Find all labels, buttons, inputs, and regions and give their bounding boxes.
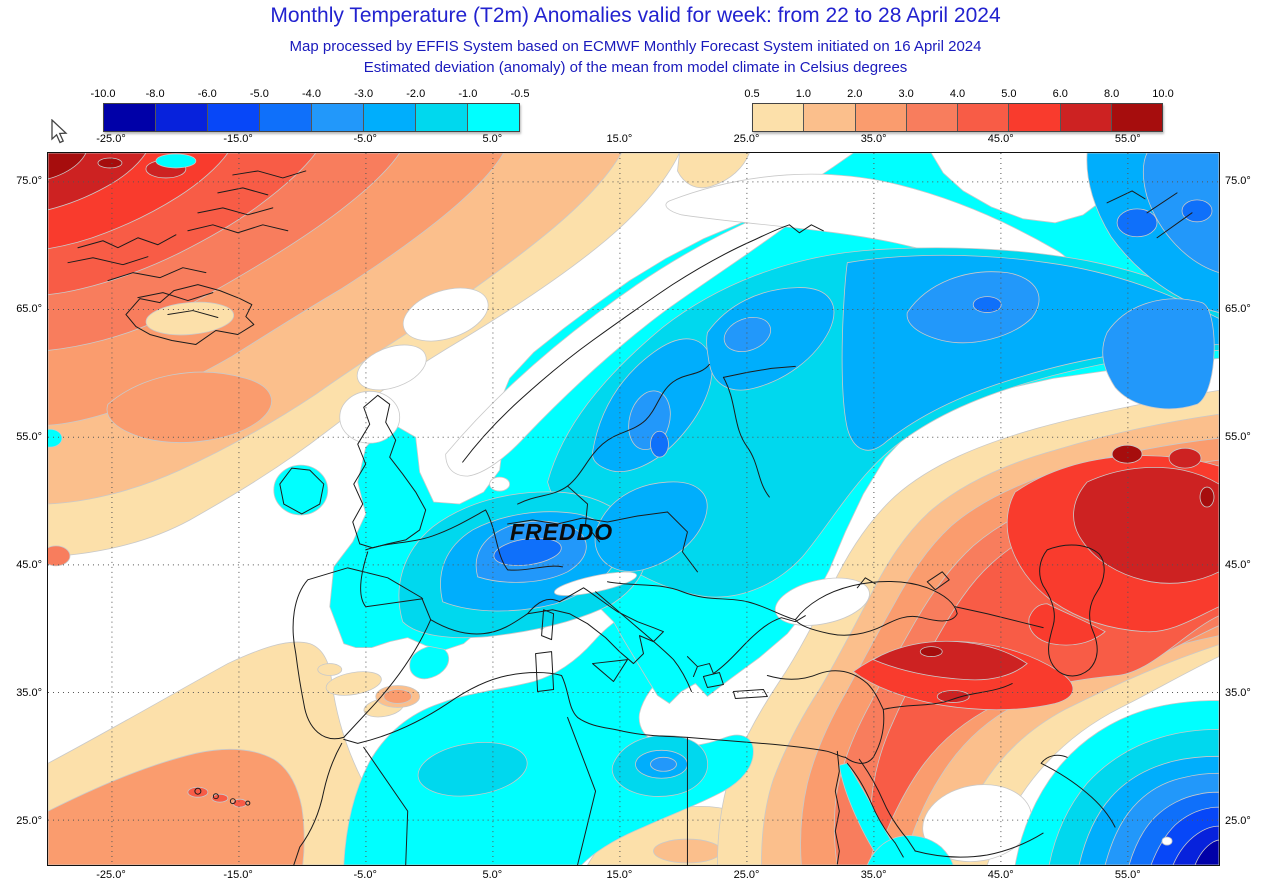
legend-tick-label: 6.0: [1052, 88, 1068, 100]
axis-label: 75.0°: [1225, 175, 1251, 187]
longitude-axis-bottom: -25.0° -15.0° -5.0° 5.0° 15.0° 25.0° 35.0° 45.0…: [47, 869, 1220, 883]
mouse-cursor-icon: [51, 119, 68, 144]
legend-tick-label: -5.0: [249, 88, 269, 100]
legend-tick-label: -6.0: [197, 88, 217, 100]
legend-color-cell: [468, 104, 519, 131]
legend-color-cell: [416, 104, 468, 131]
axis-label: 55.0°: [1114, 869, 1141, 881]
axis-label: -5.0°: [353, 133, 377, 145]
axis-label: 25.0°: [733, 133, 760, 145]
axis-label: 55.0°: [1114, 133, 1141, 145]
axis-label: 35.0°: [860, 133, 887, 145]
axis-label: 15.0°: [606, 869, 633, 881]
axis-label: 15.0°: [606, 133, 633, 145]
axis-label: -15.0°: [223, 133, 253, 145]
page-subtitle-2: Estimated deviation (anomaly) of the mea…: [363, 59, 908, 76]
latitude-axis-right: 75.0° 65.0° 55.0° 45.0° 35.0° 25.0°: [1225, 152, 1267, 866]
legend-color-cell: [156, 104, 208, 131]
legend-tick-label: -10.0: [90, 88, 116, 100]
legend-tick-label: 5.0: [1001, 88, 1017, 100]
legend-color-cell: [208, 104, 260, 131]
longitude-axis-top: -25.0° -15.0° -5.0° 5.0° 15.0° 25.0° 35.0° 45.0…: [47, 133, 1220, 147]
axis-label: 25.0°: [16, 815, 42, 827]
legend-tick-label: -8.0: [145, 88, 165, 100]
axis-label: 5.0°: [482, 133, 503, 145]
axis-label: 45.0°: [16, 559, 42, 571]
negative-legend-colorbar: [103, 103, 520, 132]
map-annotation-freddo: FREDDO: [510, 519, 614, 545]
axis-label: -15.0°: [223, 869, 253, 881]
axis-label: 65.0°: [16, 303, 42, 315]
legend-tick-label: 4.0: [949, 88, 966, 100]
coastlines: [67, 170, 1193, 865]
axis-label: -5.0°: [353, 869, 377, 881]
warm-region-northwest: [48, 153, 750, 567]
axis-label: 55.0°: [1225, 431, 1251, 443]
warm-region-east: [717, 389, 1219, 865]
page-title: Monthly Temperature (T2m) Anomalies vali…: [270, 4, 1001, 27]
legend-color-cell: [906, 104, 958, 131]
axis-label: 75.0°: [16, 175, 42, 187]
axis-label: 5.0°: [482, 869, 503, 881]
legend-color-cell: [804, 104, 856, 131]
latitude-axis-left: 75.0° 65.0° 55.0° 45.0° 35.0° 25.0°: [0, 152, 42, 866]
legend-tick-label: -3.0: [354, 88, 374, 100]
negative-legend-ticks: -10.0 -8.0 -6.0 -5.0 -4.0 -3.0 -2.0 -1.0 -0.5: [90, 88, 529, 101]
axis-label: 55.0°: [16, 431, 42, 443]
positive-legend-colorbar: [752, 103, 1163, 132]
legend-color-cell: [312, 104, 364, 131]
axis-label: 45.0°: [987, 133, 1014, 145]
legend-tick-label: 3.0: [898, 88, 914, 100]
axis-label: -25.0°: [96, 869, 126, 881]
legend-tick-label: -2.0: [406, 88, 426, 100]
legend-tick-label: 1.0: [795, 88, 812, 100]
positive-anomaly-legend: 0.5 1.0 2.0 3.0 4.0 5.0 6.0 8.0 10.0: [744, 88, 1174, 132]
legend-tick-label: 2.0: [847, 88, 863, 100]
axis-label: 25.0°: [1225, 815, 1251, 827]
cold-region-southeast: [1014, 700, 1219, 865]
positive-legend-ticks: 0.5 1.0 2.0 3.0 4.0 5.0 6.0 8.0 10.0: [744, 88, 1173, 101]
legend-tick-label: -1.0: [458, 88, 478, 100]
legend-color-cell: [855, 104, 907, 131]
axis-label: 45.0°: [1225, 559, 1251, 571]
axis-label: 35.0°: [860, 869, 887, 881]
legend-tick-label: -0.5: [510, 88, 530, 100]
graticule-grid: [48, 153, 1219, 865]
legend-tick-label: 0.5: [744, 88, 760, 100]
axis-label: 35.0°: [1225, 687, 1251, 699]
cold-region-north: [273, 153, 1219, 704]
legend-color-cell: [1009, 104, 1061, 131]
legend-color-cell: [1111, 104, 1162, 131]
legend-tick-label: 8.0: [1103, 88, 1120, 100]
axis-label: 45.0°: [987, 869, 1014, 881]
axis-label: 35.0°: [16, 687, 42, 699]
legend-tick-label: -4.0: [302, 88, 321, 100]
axis-label: 25.0°: [733, 869, 760, 881]
legend-tick-label: 10.0: [1152, 88, 1174, 100]
legend-color-cell: [104, 104, 156, 131]
map-canvas: [48, 153, 1219, 865]
axis-label: 65.0°: [1225, 303, 1251, 315]
legend-color-cell: [364, 104, 416, 131]
legend-color-cell: [958, 104, 1010, 131]
negative-anomaly-legend: -10.0 -8.0 -6.0 -5.0 -4.0 -3.0 -2.0 -1.0 -0.5: [90, 88, 529, 132]
legend-color-cell: [260, 104, 312, 131]
axis-label: -25.0°: [96, 133, 126, 145]
page-subtitle-1: Map processed by EFFIS System based on E…: [289, 38, 982, 55]
legend-color-cell: [1060, 104, 1112, 131]
temperature-anomaly-map: FREDDO: [47, 152, 1220, 866]
warm-region-africa: [48, 641, 736, 865]
legend-color-cell: [753, 104, 805, 131]
